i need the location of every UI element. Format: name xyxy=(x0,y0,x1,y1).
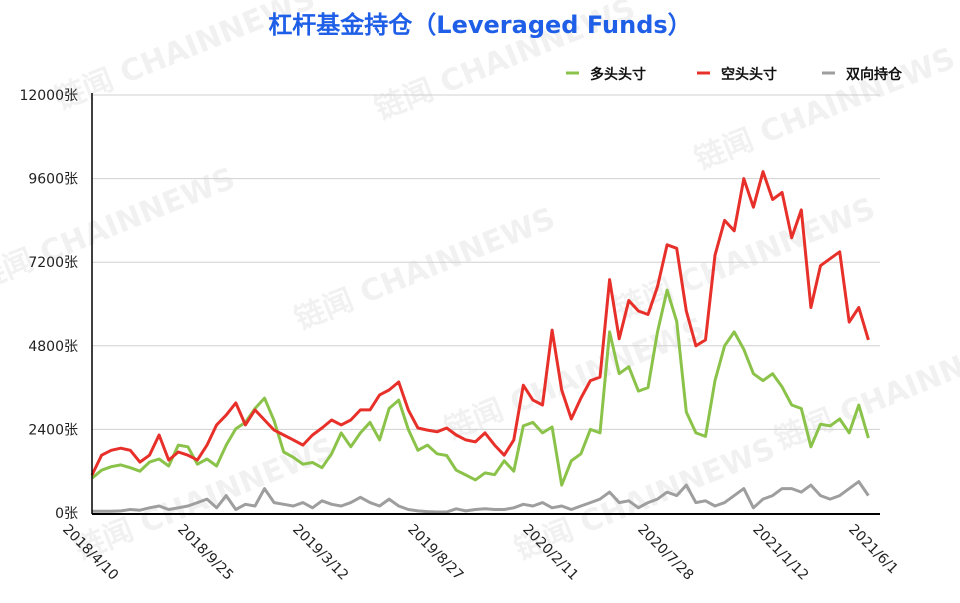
y-tick-label: 7200张 xyxy=(28,255,78,271)
x-tick-label: 2021/6/1 xyxy=(845,522,901,578)
x-axis-ticks: 2018/4/10 2018/9/25 2019/3/12 2019/8/27 2020… xyxy=(59,522,901,584)
watermark: 链闻 CHAINNEWS xyxy=(440,311,710,447)
legend-label: 多头头寸 xyxy=(590,66,646,83)
series-line-long xyxy=(91,288,870,487)
y-tick-label: 4800张 xyxy=(28,339,78,355)
gridlines xyxy=(92,94,880,430)
y-axis-ticks: 0张 2400张 4800张 7200张 9600张 12000张 xyxy=(19,88,78,522)
x-tick-label: 2020/7/28 xyxy=(634,522,696,584)
y-tick-label: 0张 xyxy=(55,506,78,522)
legend-label: 双向持仓 xyxy=(846,66,903,83)
y-tick-label: 12000张 xyxy=(19,88,78,104)
chart-title: 杠杆基金持仓（Leveraged Funds） xyxy=(268,11,691,39)
watermark: 链闻 CHAINNEWS xyxy=(290,201,560,337)
x-tick-label: 2019/3/12 xyxy=(289,522,351,584)
x-tick-label: 2019/8/27 xyxy=(404,522,466,584)
y-tick-label: 9600张 xyxy=(28,172,78,188)
watermark: 链闻 CHAINNEWS xyxy=(690,41,960,177)
watermark: 链闻 CHAINNEWS xyxy=(770,321,960,457)
legend: 多头头寸 空头头寸 双向持仓 xyxy=(566,66,903,83)
legend-label: 空头头寸 xyxy=(721,66,777,83)
y-tick-label: 2400张 xyxy=(28,422,78,438)
x-tick-label: 2018/9/25 xyxy=(174,522,236,584)
x-tick-label: 2021/1/12 xyxy=(749,522,811,584)
series-lines xyxy=(90,170,870,514)
series-line-spread xyxy=(92,480,870,514)
series-line-short xyxy=(90,170,870,476)
